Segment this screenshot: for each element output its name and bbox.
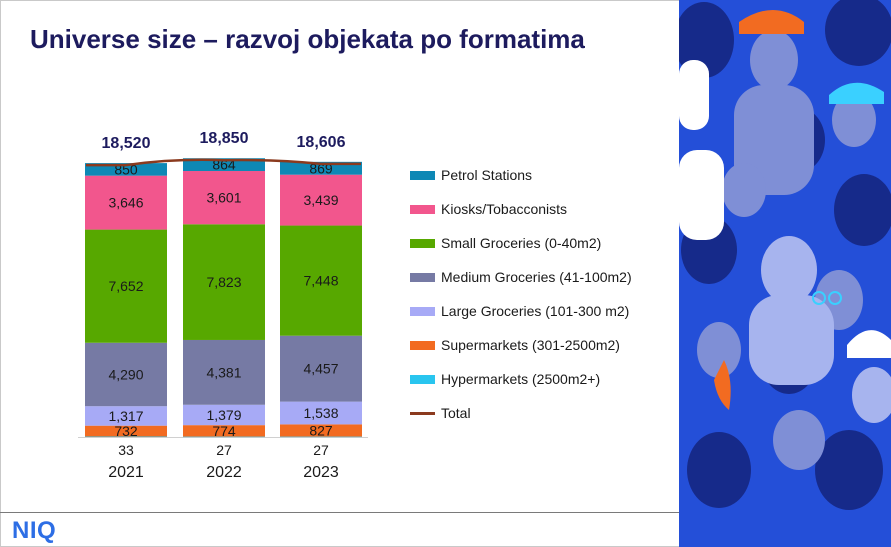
crowd-illustration xyxy=(679,0,891,547)
bar-segment xyxy=(183,224,265,340)
bar-segment xyxy=(183,425,265,437)
stacked-bar-chart: 7321,3174,2907,6523,64685033202118,52077… xyxy=(78,130,368,481)
bar-segment xyxy=(280,424,362,437)
data-label: 827 xyxy=(309,422,333,438)
data-label: 4,457 xyxy=(303,361,338,377)
legend-swatch xyxy=(410,340,435,350)
page-title: Universe size – razvoj objekata po forma… xyxy=(30,24,585,54)
legend-label: Supermarkets (301-2500m2) xyxy=(441,337,620,353)
legend-item: Supermarkets (301-2500m2) xyxy=(410,328,632,362)
legend-item: Petrol Stations xyxy=(410,158,632,192)
data-label: 1,379 xyxy=(206,407,241,423)
hypermarket-value-label: 27 xyxy=(216,442,232,458)
total-label: 18,606 xyxy=(297,134,346,151)
chart-legend: Petrol Stations Kiosks/Tobacconists Small … xyxy=(410,158,632,430)
data-label: 1,317 xyxy=(108,408,143,424)
legend-item: Total xyxy=(410,396,632,430)
legend-swatch xyxy=(410,306,435,316)
legend-item: Kiosks/Tobacconists xyxy=(410,192,632,226)
x-tick-label: 2022 xyxy=(206,464,242,481)
data-label: 7,823 xyxy=(206,274,241,290)
legend-label: Medium Groceries (41-100m2) xyxy=(441,269,632,285)
total-line xyxy=(86,158,361,167)
data-label: 4,381 xyxy=(206,364,241,380)
data-label: 3,646 xyxy=(108,195,143,211)
bar-segment xyxy=(85,425,167,437)
bar-segment xyxy=(280,436,362,438)
legend-label: Hypermarkets (2500m2+) xyxy=(441,371,601,387)
data-label: 4,290 xyxy=(108,366,143,382)
legend-swatch xyxy=(410,374,435,384)
bar-segment xyxy=(183,339,265,405)
hypermarket-value-label: 27 xyxy=(313,442,329,458)
bar-segment xyxy=(183,158,265,172)
bar-segment xyxy=(280,174,362,226)
legend-item: Hypermarkets (2500m2+) xyxy=(410,362,632,396)
total-label: 18,520 xyxy=(102,135,151,152)
bar-segment xyxy=(280,225,362,336)
data-label: 7,652 xyxy=(108,278,143,294)
x-tick-label: 2023 xyxy=(303,464,339,481)
legend-label: Total xyxy=(441,405,471,421)
legend-label: Petrol Stations xyxy=(441,167,533,183)
data-label: 732 xyxy=(114,423,138,439)
total-label: 18,850 xyxy=(200,130,249,147)
bar-segment xyxy=(183,436,265,438)
legend-label: Kiosks/Tobacconists xyxy=(441,201,568,217)
bar-segment xyxy=(85,175,167,230)
legend-item: Medium Groceries (41-100m2) xyxy=(410,260,632,294)
data-label: 3,601 xyxy=(206,190,241,206)
bar-segment xyxy=(280,401,362,425)
legend-swatch xyxy=(410,272,435,282)
legend-label: Small Groceries (0-40m2) xyxy=(441,235,602,251)
legend-item: Large Groceries (101-300 m2) xyxy=(410,294,632,328)
bar-segment xyxy=(280,335,362,402)
data-label: 3,439 xyxy=(303,192,338,208)
legend-item: Small Groceries (0-40m2) xyxy=(410,226,632,260)
bar-segment xyxy=(85,342,167,407)
legend-swatch xyxy=(410,238,435,248)
bar-segment xyxy=(85,436,167,438)
x-tick-label: 2021 xyxy=(108,464,144,481)
bar-segment xyxy=(85,229,167,343)
footer-divider xyxy=(0,512,679,513)
bar-segment xyxy=(183,171,265,225)
bar-segment xyxy=(183,404,265,426)
hypermarket-value-label: 33 xyxy=(118,442,134,458)
data-label: 1,538 xyxy=(303,405,338,421)
legend-swatch xyxy=(410,204,435,214)
data-label: 774 xyxy=(212,423,236,439)
legend-swatch xyxy=(410,170,435,180)
legend-label: Large Groceries (101-300 m2) xyxy=(441,303,630,319)
bar-segment xyxy=(85,406,167,426)
legend-swatch xyxy=(410,411,435,415)
data-label: 7,448 xyxy=(303,273,338,289)
niq-logo: NIQ xyxy=(12,517,57,544)
